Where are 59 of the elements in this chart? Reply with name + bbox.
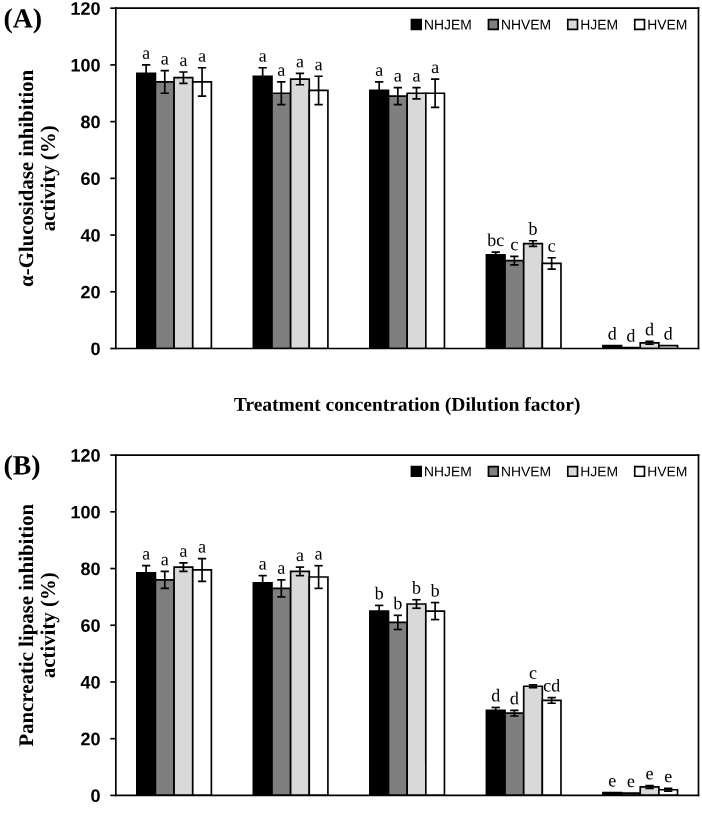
y-axis-title: Pancreatic lipase inhibition activity (%) xyxy=(18,504,60,747)
y-tick-label: 20 xyxy=(81,732,100,746)
data-label: a xyxy=(142,551,150,560)
data-label: a xyxy=(161,56,169,65)
data-label: a xyxy=(296,58,304,68)
data-label: b xyxy=(374,586,384,600)
data-label: d xyxy=(627,329,636,342)
y-tick-label: 20 xyxy=(81,285,100,299)
data-label: a xyxy=(198,53,206,62)
data-label: a xyxy=(431,64,439,74)
y-tick-label: 40 xyxy=(80,229,100,242)
data-label: cd xyxy=(543,678,560,692)
data-label: a xyxy=(315,551,323,560)
data-label: d xyxy=(645,322,654,336)
data-label: a xyxy=(296,552,304,562)
data-label: b xyxy=(528,222,537,235)
data-label: a xyxy=(180,57,188,67)
y-tick-label: 100 xyxy=(71,505,100,519)
data-label: a xyxy=(142,50,150,59)
y-tick-label: 80 xyxy=(81,115,100,129)
data-label: a xyxy=(277,565,286,574)
data-label: d xyxy=(608,327,617,340)
y-tick-label: 60 xyxy=(81,619,100,632)
y-axis-title: α-Glucosidase inhibition activity (%) xyxy=(18,70,60,287)
data-label: a xyxy=(315,61,323,71)
chart-title: (A) xyxy=(4,8,41,34)
data-label: a xyxy=(259,561,267,570)
data-label: b xyxy=(430,583,439,597)
data-label: c xyxy=(548,243,556,252)
data-label: a xyxy=(259,53,267,62)
y-tick-label: 100 xyxy=(71,58,100,72)
y-tick-label: 0 xyxy=(91,342,100,356)
data-label: b xyxy=(393,596,402,610)
data-label: e xyxy=(646,770,653,780)
chart-title: (B) xyxy=(4,455,40,481)
data-label: a xyxy=(180,548,188,557)
y-tick-label: 40 xyxy=(80,675,100,689)
data-label: e xyxy=(664,773,672,783)
y-tick-label: 120 xyxy=(71,449,100,462)
data-label: d xyxy=(664,327,673,340)
data-label: a xyxy=(161,556,169,566)
y-tick-label: 120 xyxy=(71,2,100,15)
data-label: a xyxy=(394,73,402,82)
y-tick-label: 0 xyxy=(91,789,100,803)
data-label: e xyxy=(608,777,616,787)
data-label: b xyxy=(411,581,421,594)
data-label: c xyxy=(511,241,518,251)
data-label: d xyxy=(510,691,519,705)
x-axis-title: Treatment concentration (Dilution factor) xyxy=(234,397,580,415)
data-label: a xyxy=(375,67,383,76)
y-tick-label: 80 xyxy=(81,562,100,576)
data-label: c xyxy=(529,670,537,679)
data-label: a xyxy=(277,67,286,76)
data-label: e xyxy=(627,778,635,788)
y-tick-label: 60 xyxy=(81,172,100,186)
data-label: a xyxy=(413,73,421,82)
data-label: a xyxy=(198,544,206,553)
data-label: d xyxy=(491,688,501,702)
data-label: bc xyxy=(487,233,504,247)
